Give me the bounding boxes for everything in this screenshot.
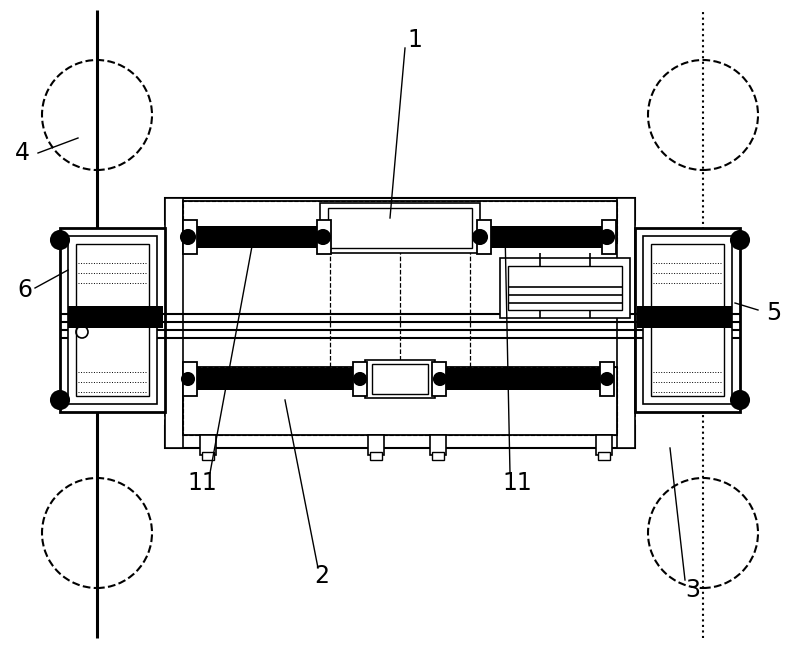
Circle shape (316, 230, 330, 244)
Bar (328, 208, 472, 248)
Circle shape (601, 373, 613, 385)
Bar (195, 368, 605, 390)
Bar (165, 213, 635, 435)
Bar (365, 360, 435, 398)
Bar (183, 201, 617, 243)
Bar (370, 452, 382, 460)
Bar (651, 244, 724, 396)
Bar (372, 364, 428, 394)
Bar (68, 236, 157, 404)
Bar (183, 367, 617, 435)
Bar (165, 198, 183, 448)
Circle shape (51, 231, 69, 249)
Bar (200, 435, 216, 455)
Text: 11: 11 (502, 471, 532, 495)
Bar (637, 306, 732, 328)
Bar (368, 435, 384, 455)
Bar (202, 452, 214, 460)
Circle shape (473, 230, 487, 244)
Bar (643, 236, 732, 404)
Bar (320, 203, 480, 253)
Circle shape (51, 391, 69, 409)
Bar (165, 198, 635, 220)
Bar (353, 362, 367, 396)
Bar (76, 244, 149, 396)
Bar (635, 228, 740, 412)
Bar (432, 362, 446, 396)
Bar (60, 228, 165, 412)
Bar (600, 362, 614, 396)
Bar (183, 362, 197, 396)
Bar (68, 306, 163, 328)
Bar (430, 435, 446, 455)
Bar (508, 266, 622, 310)
Bar (195, 226, 320, 248)
Bar (480, 226, 605, 248)
Text: 3: 3 (686, 578, 701, 602)
Circle shape (181, 230, 195, 244)
Bar (183, 201, 617, 243)
Text: 2: 2 (314, 564, 330, 588)
Circle shape (731, 231, 749, 249)
Bar (602, 220, 616, 254)
Bar (500, 258, 630, 318)
Text: 4: 4 (14, 141, 30, 165)
Bar (183, 367, 617, 435)
Text: 5: 5 (766, 301, 782, 325)
Circle shape (182, 373, 194, 385)
Bar (317, 220, 331, 254)
Text: 11: 11 (187, 471, 217, 495)
Bar (617, 198, 635, 448)
Text: 1: 1 (407, 28, 422, 52)
Text: 6: 6 (18, 278, 33, 302)
Bar (598, 452, 610, 460)
Circle shape (354, 373, 366, 385)
Circle shape (731, 391, 749, 409)
Bar (165, 426, 635, 448)
Bar (183, 220, 197, 254)
Bar (477, 220, 491, 254)
Bar (432, 452, 444, 460)
Circle shape (434, 373, 446, 385)
Circle shape (600, 230, 614, 244)
Bar (596, 435, 612, 455)
